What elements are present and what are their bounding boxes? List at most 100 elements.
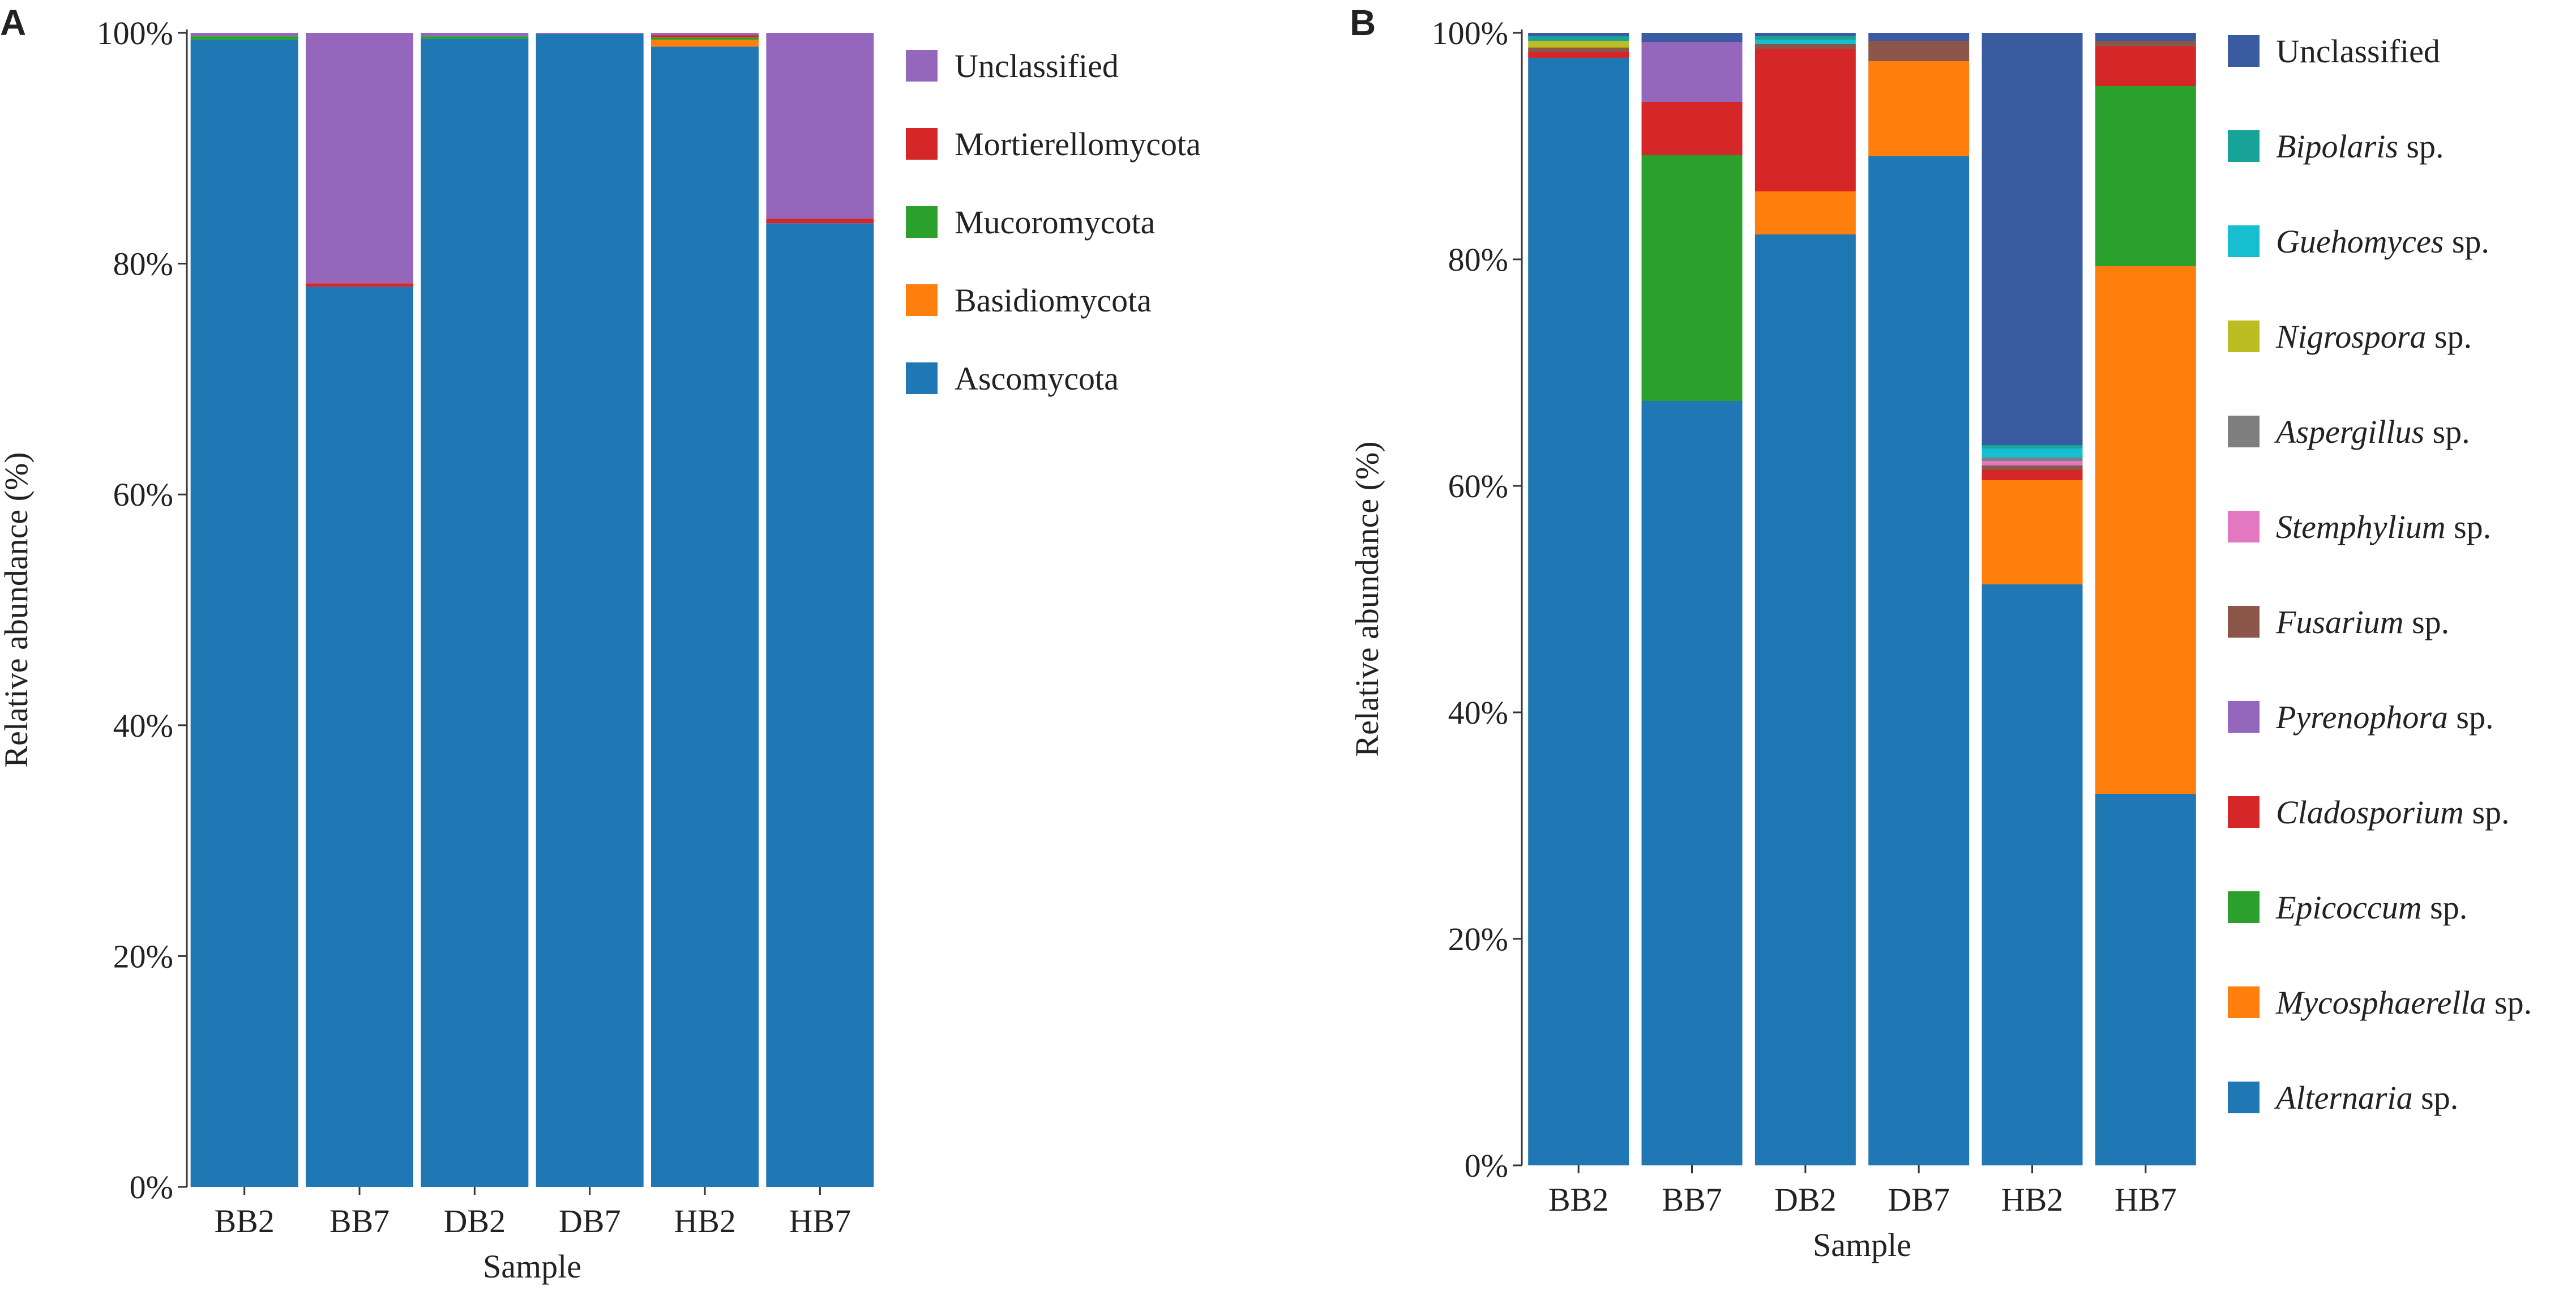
y-tick-label: 80% bbox=[1448, 241, 1508, 278]
bar-segment bbox=[651, 33, 759, 36]
legend-swatch bbox=[2228, 130, 2260, 162]
legend-suffix: sp. bbox=[2413, 1079, 2459, 1116]
bar-segment bbox=[190, 36, 298, 40]
bar-segment bbox=[2095, 86, 2196, 266]
bar-segment bbox=[190, 40, 298, 1187]
bar-segment bbox=[651, 37, 759, 40]
legend-swatch bbox=[2228, 225, 2260, 257]
x-tick-label: HB7 bbox=[789, 1203, 851, 1240]
legend-suffix: sp. bbox=[2426, 318, 2472, 355]
legend-label: Stemphylium sp. bbox=[2276, 509, 2491, 545]
legend-genus: Fusarium bbox=[2275, 604, 2404, 640]
legend-swatch bbox=[2228, 701, 2260, 733]
legend-label: Basidiomycota bbox=[955, 282, 1152, 319]
legend-label: Unclassified bbox=[2276, 33, 2440, 70]
x-tick-label: BB2 bbox=[214, 1203, 274, 1240]
bar-segment bbox=[536, 33, 644, 35]
bar-segment bbox=[190, 33, 298, 37]
panel-label: B bbox=[1350, 2, 1376, 43]
legend-label: Aspergillus sp. bbox=[2274, 413, 2470, 450]
bar-segment bbox=[421, 36, 529, 39]
x-tick-label: HB2 bbox=[674, 1203, 736, 1240]
x-axis-title: Sample bbox=[483, 1248, 581, 1285]
bar-segment bbox=[421, 39, 529, 1187]
y-tick-label: 40% bbox=[1448, 694, 1508, 731]
legend-swatch bbox=[2228, 511, 2260, 542]
bar-segment bbox=[1982, 584, 2083, 1165]
legend-suffix: sp. bbox=[2404, 604, 2450, 640]
legend-genus: Epicoccum bbox=[2275, 889, 2422, 926]
bar-segment bbox=[1982, 465, 2083, 470]
bar-segment bbox=[766, 219, 874, 224]
x-tick-label: DB2 bbox=[1774, 1181, 1837, 1218]
bar-segment bbox=[1755, 234, 1856, 1165]
bar-segment bbox=[2095, 33, 2196, 41]
bar-segment bbox=[2095, 794, 2196, 1165]
bar-segment bbox=[1528, 33, 1629, 36]
bar-segment bbox=[1641, 102, 1743, 155]
legend-swatch bbox=[906, 128, 938, 160]
bar-segment bbox=[1528, 58, 1629, 1165]
bar-segment bbox=[1641, 33, 1743, 42]
bar-segment bbox=[1868, 156, 1970, 1165]
bar-segment bbox=[1528, 52, 1629, 58]
legend-genus: Stemphylium bbox=[2276, 509, 2446, 545]
bar-segment bbox=[1641, 155, 1743, 401]
legend-suffix: sp. bbox=[2424, 413, 2470, 450]
bar-segment bbox=[306, 283, 413, 287]
legend-swatch bbox=[2228, 891, 2260, 923]
bar-segment bbox=[651, 40, 759, 47]
bar-segment bbox=[1755, 36, 1856, 40]
bar-segment bbox=[1868, 41, 1970, 61]
y-tick-label: 100% bbox=[1432, 15, 1508, 52]
legend-swatch bbox=[906, 50, 938, 82]
bar-segment bbox=[1528, 48, 1629, 52]
bar-segment bbox=[2095, 266, 2196, 794]
legend-label: Bipolaris sp. bbox=[2276, 128, 2444, 165]
bar-segment bbox=[651, 35, 759, 38]
panel-a-chart: A 0% 20% 40% 60% 80% 100% Relative abundance (%… bbox=[0, 2, 1201, 1285]
legend-label: Mycosphaerella sp. bbox=[2275, 984, 2532, 1021]
legend-genus: Nigrospora bbox=[2275, 318, 2426, 355]
x-tick-label: BB2 bbox=[1548, 1181, 1608, 1218]
x-tick-label: BB7 bbox=[1662, 1181, 1722, 1218]
panel-b-chart: B 0% 20% 40% 60% 80% 100% Relative abundance (%… bbox=[1349, 2, 2532, 1263]
bar-segment bbox=[1641, 401, 1743, 1165]
legend-swatch bbox=[2228, 1082, 2260, 1113]
legend-suffix: sp. bbox=[2448, 699, 2494, 736]
bar-segment bbox=[1641, 42, 1743, 102]
legend-label: Guehomyces sp. bbox=[2276, 223, 2489, 260]
y-tick-label: 40% bbox=[113, 707, 173, 744]
bar-segment bbox=[536, 34, 644, 1187]
bar-segment bbox=[1868, 33, 1970, 41]
bar-segment bbox=[1982, 33, 2083, 445]
legend-label: Fusarium sp. bbox=[2275, 604, 2449, 640]
bar-segment bbox=[1528, 41, 1629, 48]
x-tick-label: DB2 bbox=[444, 1203, 506, 1240]
legend-suffix: sp. bbox=[2487, 984, 2532, 1021]
bar-segment bbox=[1982, 480, 2083, 584]
legend-suffix: sp. bbox=[2444, 223, 2489, 260]
bar-segment bbox=[2095, 41, 2196, 46]
legend-genus: Pyrenophora bbox=[2275, 699, 2448, 736]
y-axis-title: Relative abundance (%) bbox=[1349, 441, 1385, 757]
x-tick-label: HB2 bbox=[2001, 1181, 2064, 1218]
bar-segment bbox=[1868, 61, 1970, 156]
bar-segment bbox=[306, 287, 413, 1187]
y-tick-label: 60% bbox=[113, 476, 173, 513]
bar-segment bbox=[766, 33, 874, 219]
bar-segment bbox=[1755, 191, 1856, 234]
y-tick-label: 100% bbox=[97, 15, 173, 52]
y-tick-label: 20% bbox=[113, 938, 173, 975]
legend-swatch bbox=[2228, 986, 2260, 1018]
legend-swatch bbox=[906, 362, 938, 394]
bar-segment bbox=[1982, 445, 2083, 448]
y-tick-label: 20% bbox=[1448, 921, 1508, 958]
legend-swatch bbox=[906, 284, 938, 316]
legend-genus: Mycosphaerella bbox=[2275, 984, 2487, 1021]
legend-swatch bbox=[2228, 606, 2260, 638]
legend-genus: Guehomyces bbox=[2276, 223, 2444, 260]
bar-segment bbox=[421, 33, 529, 37]
legend-suffix: sp. bbox=[2398, 128, 2444, 165]
bar-segment bbox=[306, 33, 413, 284]
